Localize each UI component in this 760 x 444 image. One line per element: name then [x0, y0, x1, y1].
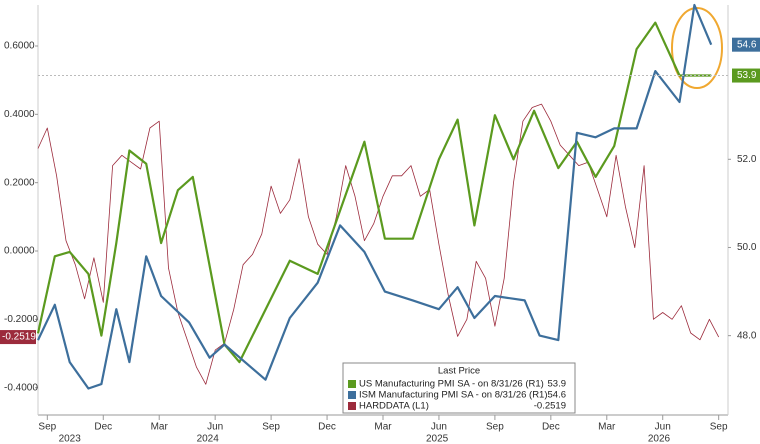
- legend-value: 53.9: [548, 379, 567, 390]
- y-tick-label: -0.2000: [4, 314, 38, 325]
- y2-tick-label: 48.0: [737, 330, 757, 341]
- last-value-box: [732, 37, 760, 52]
- x-tick-label: Mar: [598, 422, 616, 433]
- highlight-circle: [671, 7, 723, 89]
- legend-swatch: [348, 380, 356, 388]
- y-tick-label: 0.4000: [4, 109, 35, 120]
- x-tick-label: Dec: [542, 422, 560, 433]
- y-tick-label: 0.6000: [4, 41, 35, 52]
- y2-tick-label: 50.0: [737, 242, 757, 253]
- x-tick-label: Sep: [710, 422, 728, 433]
- x-tick-label: Sep: [486, 422, 504, 433]
- y-tick-label: -0.4000: [4, 382, 38, 393]
- legend: Last Price US Manufacturing PMI SA - on 8…: [342, 362, 576, 414]
- legend-label: US Manufacturing PMI SA - on 8/31/26 (R1…: [359, 379, 544, 390]
- y-tick-label: 0.0000: [4, 246, 35, 257]
- legend-box: [342, 362, 576, 414]
- x-tick-label: Mar: [151, 422, 169, 433]
- legend-label: ISM Manufacturing PMI SA - on 8/31/26 (R…: [359, 390, 548, 401]
- year-label: 2023: [59, 434, 82, 444]
- x-tick-label: Sep: [38, 422, 56, 433]
- x-tick-label: Jun: [655, 422, 671, 433]
- legend-label: HARDDATA (L1): [359, 401, 429, 412]
- last-value-box: [0, 330, 36, 345]
- x-tick-label: Dec: [94, 422, 112, 433]
- legend-value: 54.6: [548, 390, 567, 401]
- x-tick-label: Jun: [431, 422, 447, 433]
- last-value-box: [732, 68, 760, 83]
- last-value-label: 54.6: [737, 39, 757, 50]
- legend-swatch: [348, 391, 356, 399]
- x-tick-label: Jun: [207, 422, 223, 433]
- legend-value: -0.2519: [534, 401, 566, 412]
- year-label: 2026: [648, 434, 671, 444]
- x-tick-label: Sep: [262, 422, 280, 433]
- last-value-label: -0.2519: [2, 332, 36, 343]
- x-tick-label: Mar: [374, 422, 392, 433]
- last-value-label: 53.9: [737, 70, 757, 81]
- series-line: [37, 3, 713, 390]
- legend-title: Last Price: [438, 366, 480, 377]
- series-line: [36, 21, 712, 364]
- x-tick-label: Dec: [318, 422, 336, 433]
- y2-tick-label: 52.0: [737, 154, 757, 165]
- year-label: 2025: [426, 434, 449, 444]
- y-tick-label: 0.2000: [4, 177, 35, 188]
- legend-swatch: [348, 402, 356, 410]
- year-label: 2024: [197, 434, 220, 444]
